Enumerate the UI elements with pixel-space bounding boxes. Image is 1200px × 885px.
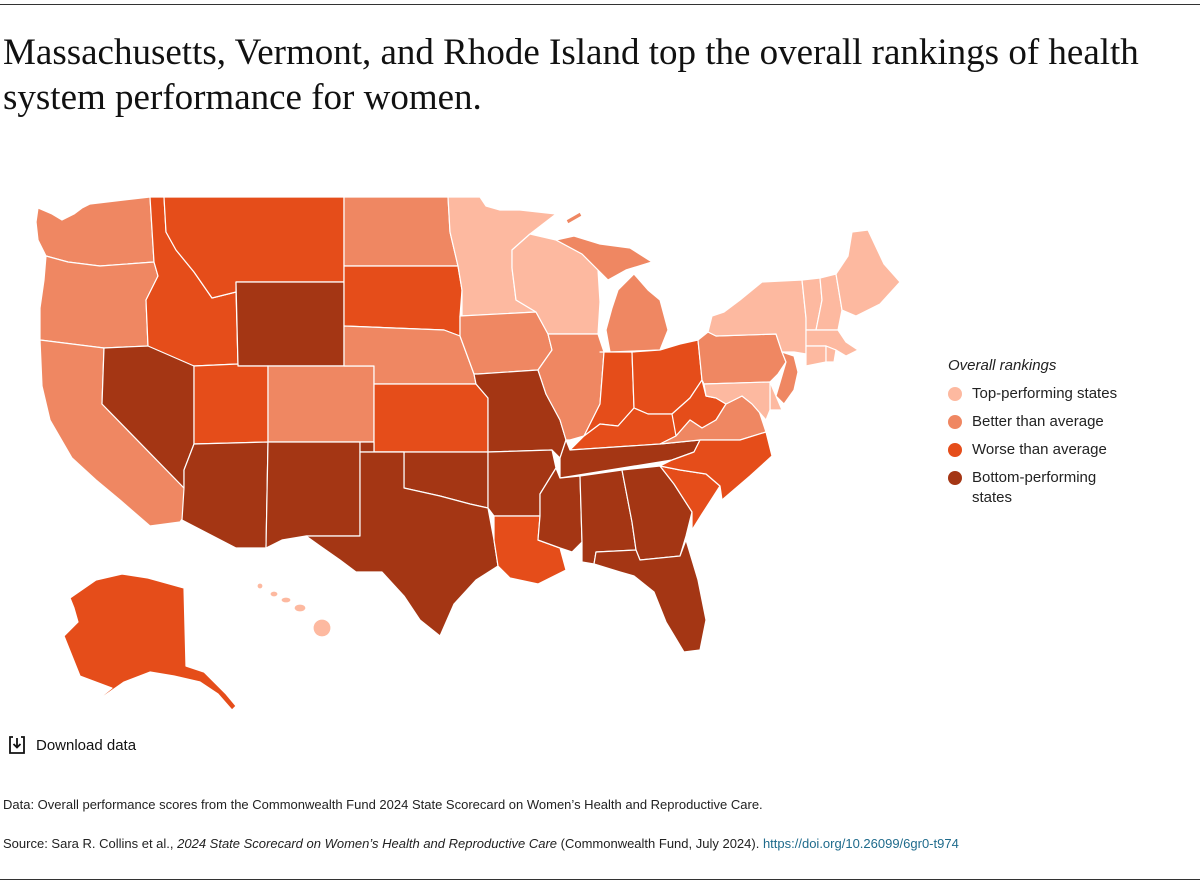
legend-item-bottom: Bottom-performing states <box>948 468 1188 508</box>
state-michigan[interactable] <box>555 235 653 281</box>
state-rhode-island[interactable] <box>825 345 837 363</box>
state-new-jersey[interactable] <box>775 351 799 405</box>
source-doi-link[interactable]: https://doi.org/10.26099/6gr0-t974 <box>762 836 959 851</box>
page-title: Massachusetts, Vermont, and Rhode Island… <box>3 32 1139 118</box>
state-north-carolina[interactable] <box>659 431 773 501</box>
top-rule <box>0 4 1200 5</box>
us-map <box>0 180 920 720</box>
state-alaska[interactable] <box>63 573 237 713</box>
state-michigan-lower[interactable] <box>605 273 669 353</box>
legend-swatch-top <box>948 387 962 401</box>
data-note: Data: Overall performance scores from th… <box>3 797 763 812</box>
state-hawaii-molokai[interactable] <box>280 596 292 604</box>
bottom-rule <box>0 879 1200 880</box>
legend: Overall rankings Top-performing states B… <box>948 357 1188 516</box>
state-kansas[interactable] <box>373 383 489 453</box>
legend-label-top: Top-performing states <box>972 385 1118 402</box>
state-colorado[interactable] <box>267 365 375 443</box>
legend-item-top: Top-performing states <box>948 384 1188 404</box>
source-suffix: (Commonwealth Fund, July 2024). <box>557 836 763 851</box>
source-prefix: Source: Sara R. Collins et al., <box>3 836 178 851</box>
state-iowa[interactable] <box>459 311 553 375</box>
state-illinois[interactable] <box>537 333 605 441</box>
legend-swatch-bottom <box>948 471 962 485</box>
state-texas[interactable] <box>305 451 499 637</box>
download-icon <box>9 736 25 754</box>
state-michigan-isle[interactable] <box>565 211 583 225</box>
state-new-mexico[interactable] <box>265 441 361 549</box>
legend-swatch-better <box>948 415 962 429</box>
state-connecticut[interactable] <box>805 345 827 367</box>
state-north-dakota[interactable] <box>343 196 459 267</box>
state-hawaii-kauai[interactable] <box>256 582 264 590</box>
legend-item-worse: Worse than average <box>948 440 1188 460</box>
state-south-dakota[interactable] <box>343 265 463 337</box>
state-florida[interactable] <box>593 539 707 653</box>
state-hawaii-maui[interactable] <box>293 603 307 613</box>
state-hawaii-big-island[interactable] <box>312 618 332 638</box>
state-pennsylvania[interactable] <box>697 331 787 385</box>
state-washington[interactable] <box>35 196 155 267</box>
legend-label-bottom: Bottom-performing states <box>972 469 1097 506</box>
state-utah[interactable] <box>193 363 269 445</box>
state-arizona[interactable] <box>181 441 269 549</box>
legend-label-better: Better than average <box>972 413 1104 430</box>
legend-title: Overall rankings <box>948 357 1057 374</box>
state-wyoming[interactable] <box>235 281 345 367</box>
source-note: Source: Sara R. Collins et al., 2024 Sta… <box>3 836 959 851</box>
state-maine[interactable] <box>835 229 901 317</box>
state-maryland[interactable] <box>703 381 771 421</box>
state-mississippi[interactable] <box>537 467 583 553</box>
state-hawaii-oahu[interactable] <box>269 590 279 598</box>
legend-swatch-worse <box>948 443 962 457</box>
source-title: 2024 State Scorecard on Women’s Health a… <box>177 836 558 851</box>
download-label: Download data <box>36 736 137 754</box>
legend-label-worse: Worse than average <box>972 441 1107 458</box>
legend-item-better: Better than average <box>948 412 1188 432</box>
download-data-button[interactable]: Download data <box>8 735 136 755</box>
state-oregon[interactable] <box>39 255 159 349</box>
state-wisconsin[interactable] <box>511 233 601 335</box>
